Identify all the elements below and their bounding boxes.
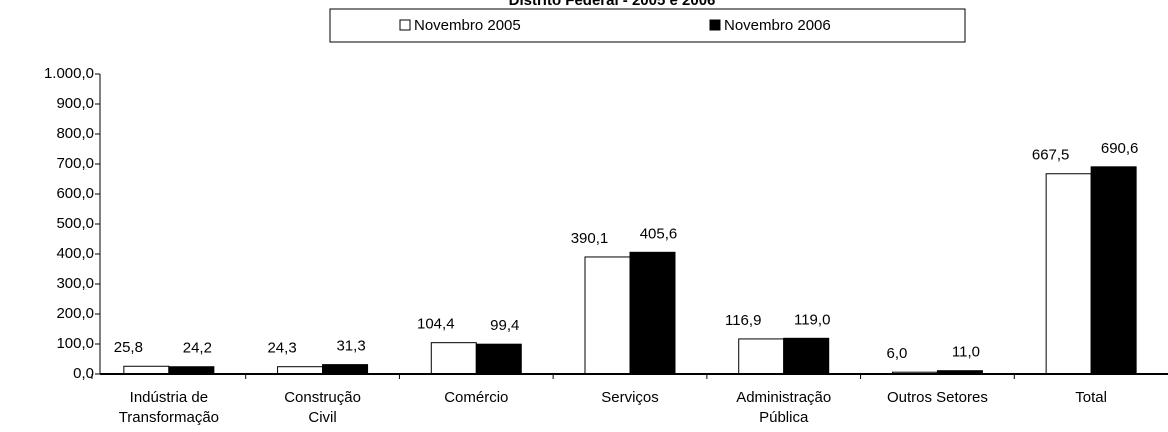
y-tick-label: 800,0 bbox=[56, 125, 94, 142]
legend-box bbox=[329, 8, 966, 43]
y-tick-label: 0,0 bbox=[73, 365, 94, 382]
y-tick-label: 1.000,0 bbox=[44, 65, 94, 82]
y-tick-label: 100,0 bbox=[56, 335, 94, 352]
bar bbox=[277, 366, 324, 375]
value-label: 119,0 bbox=[794, 311, 830, 328]
y-tick-label: 200,0 bbox=[56, 305, 94, 322]
x-tick-label: Comércio bbox=[444, 389, 508, 406]
legend-label: Novembro 2005 bbox=[414, 17, 521, 34]
value-label: 25,8 bbox=[114, 339, 143, 356]
value-label: 667,5 bbox=[1032, 147, 1070, 164]
x-tick-label: Outros Setores bbox=[887, 389, 988, 406]
x-tick-label: Total bbox=[1075, 389, 1107, 406]
value-label: 99,4 bbox=[490, 317, 519, 334]
y-tick-label: 900,0 bbox=[56, 95, 94, 112]
x-tick-label: Indústria de bbox=[130, 389, 208, 406]
bar bbox=[584, 256, 631, 375]
x-tick-label: Serviços bbox=[601, 389, 659, 406]
value-label: 24,2 bbox=[183, 340, 212, 357]
value-label: 11,0 bbox=[952, 344, 980, 361]
bar bbox=[322, 364, 369, 375]
bar bbox=[629, 251, 676, 375]
bar bbox=[475, 343, 522, 375]
bar bbox=[1090, 166, 1137, 375]
bar bbox=[168, 366, 215, 375]
value-label: 390,1 bbox=[571, 230, 609, 247]
bar bbox=[430, 342, 477, 375]
y-tick-label: 500,0 bbox=[56, 215, 94, 232]
bar bbox=[1045, 173, 1092, 375]
value-label: 690,6 bbox=[1101, 140, 1139, 157]
y-tick-label: 400,0 bbox=[56, 245, 94, 262]
x-tick-label: Construção bbox=[284, 389, 361, 406]
value-label: 24,3 bbox=[267, 340, 296, 357]
legend-label: Novembro 2006 bbox=[724, 17, 831, 34]
bar bbox=[123, 365, 170, 375]
value-label: 31,3 bbox=[336, 338, 365, 355]
y-tick-label: 700,0 bbox=[56, 155, 94, 172]
bar bbox=[783, 337, 830, 375]
value-label: 104,4 bbox=[417, 316, 455, 333]
x-tick-label: Civil bbox=[308, 409, 336, 426]
y-tick-label: 600,0 bbox=[56, 185, 94, 202]
value-label: 6,0 bbox=[886, 345, 907, 362]
y-tick-label: 300,0 bbox=[56, 275, 94, 292]
bar bbox=[738, 338, 785, 375]
chart-title: Distrito Federal - 2005 e 2006 bbox=[509, 0, 716, 9]
value-label: 405,6 bbox=[640, 225, 678, 242]
x-tick-label: Pública bbox=[759, 409, 809, 426]
legend-swatch bbox=[399, 19, 411, 31]
x-tick-label: Administração bbox=[736, 389, 831, 406]
value-label: 116,9 bbox=[725, 312, 761, 329]
x-tick-label: Transformação bbox=[119, 409, 219, 426]
legend-swatch bbox=[709, 19, 721, 31]
